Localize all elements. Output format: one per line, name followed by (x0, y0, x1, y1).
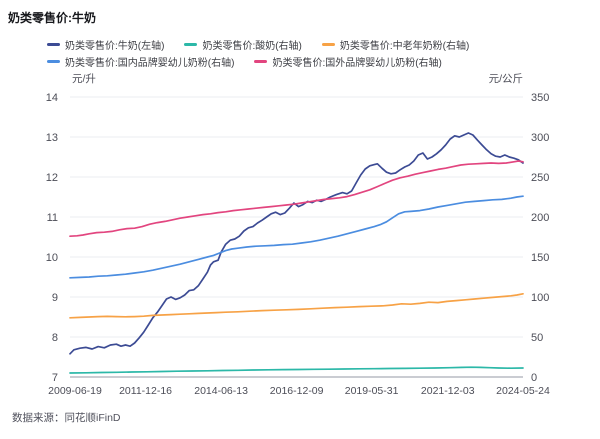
right-axis-tick-label: 250 (531, 172, 549, 184)
legend-item-foreign-infant-formula[interactable]: 奶类零售价:国外品牌婴幼儿奶粉(右轴) (254, 54, 442, 69)
legend-label: 奶类零售价:国内品牌婴幼儿奶粉(右轴) (65, 58, 235, 69)
series-line-middle-aged-milk-powder (69, 292, 524, 319)
left-axis-tick-label: 14 (46, 92, 58, 104)
right-axis-tick-label: 50 (531, 332, 543, 344)
right-axis-tick-label: 200 (531, 212, 549, 224)
x-axis-tick-label: 2024-05-24 (496, 385, 550, 397)
legend-item-domestic-infant-formula[interactable]: 奶类零售价:国内品牌婴幼儿奶粉(右轴) (47, 54, 234, 69)
series-line-foreign-infant-formula (69, 160, 524, 238)
legend-item-milk[interactable]: 奶类零售价:牛奶(左轴) (47, 37, 164, 52)
legend-swatch-middle-aged-milk-powder (321, 43, 335, 46)
left-axis-tick-label: 7 (52, 372, 58, 384)
page-title: 奶类零售价:牛奶 (8, 11, 96, 25)
left-axis-tick-label: 13 (46, 132, 58, 144)
left-axis-tick-label: 10 (46, 252, 58, 264)
legend-label: 奶类零售价:牛奶(左轴) (65, 41, 165, 52)
x-axis-tick-label: 2014-06-13 (194, 385, 248, 397)
left-axis-tick-label: 11 (47, 212, 58, 224)
legend-swatch-milk (47, 43, 60, 46)
left-axis-unit-label: 元/升 (72, 73, 96, 85)
left-axis-tick-label: 12 (46, 172, 58, 184)
legend-row-2: 奶类零售价:国内品牌婴幼儿奶粉(右轴) 奶类零售价:国外品牌婴幼儿奶粉(右轴) (47, 53, 587, 70)
data-source-note: 数据来源：同花顺iFinD (12, 412, 121, 424)
right-axis-tick-label: 350 (531, 92, 549, 104)
x-axis-tick-label: 2009-06-19 (48, 385, 102, 397)
left-axis-tick-label: 8 (52, 332, 58, 344)
x-axis-tick-label: 2011-12-16 (119, 385, 172, 397)
series-line-domestic-infant-formula (69, 195, 524, 279)
right-axis-tick-label: 100 (531, 292, 549, 304)
legend-swatch-yogurt (184, 43, 198, 46)
legend-label: 奶类零售价:国外品牌婴幼儿奶粉(右轴) (272, 58, 442, 69)
x-axis-tick-label: 2019-05-31 (345, 385, 399, 397)
legend-label: 奶类零售价:酸奶(右轴) (202, 41, 302, 52)
legend-swatch-domestic-infant-formula (47, 60, 60, 63)
x-axis-tick-label: 2021-12-03 (421, 385, 475, 397)
legend-label: 奶类零售价:中老年奶粉(右轴) (339, 41, 470, 52)
left-axis-tick-label: 9 (52, 292, 58, 304)
right-axis-tick-label: 150 (531, 252, 549, 264)
legend-item-yogurt[interactable]: 奶类零售价:酸奶(右轴) (184, 37, 302, 52)
right-axis-tick-label: 0 (531, 372, 537, 384)
legend-item-middle-aged-milk-powder[interactable]: 奶类零售价:中老年奶粉(右轴) (321, 37, 470, 52)
legend: 奶类零售价:牛奶(左轴) 奶类零售价:酸奶(右轴) 奶类零售价:中老年奶粉(右轴) … (47, 36, 587, 70)
legend-row-1: 奶类零售价:牛奶(左轴) 奶类零售价:酸奶(右轴) 奶类零售价:中老年奶粉(右轴) (47, 36, 587, 53)
right-axis-tick-label: 300 (531, 132, 549, 144)
series-line-yogurt (69, 366, 524, 374)
x-axis-tick-label: 2016-12-09 (270, 385, 324, 397)
right-axis-unit-label: 元/公斤 (488, 73, 523, 85)
legend-swatch-foreign-infant-formula (254, 60, 268, 63)
